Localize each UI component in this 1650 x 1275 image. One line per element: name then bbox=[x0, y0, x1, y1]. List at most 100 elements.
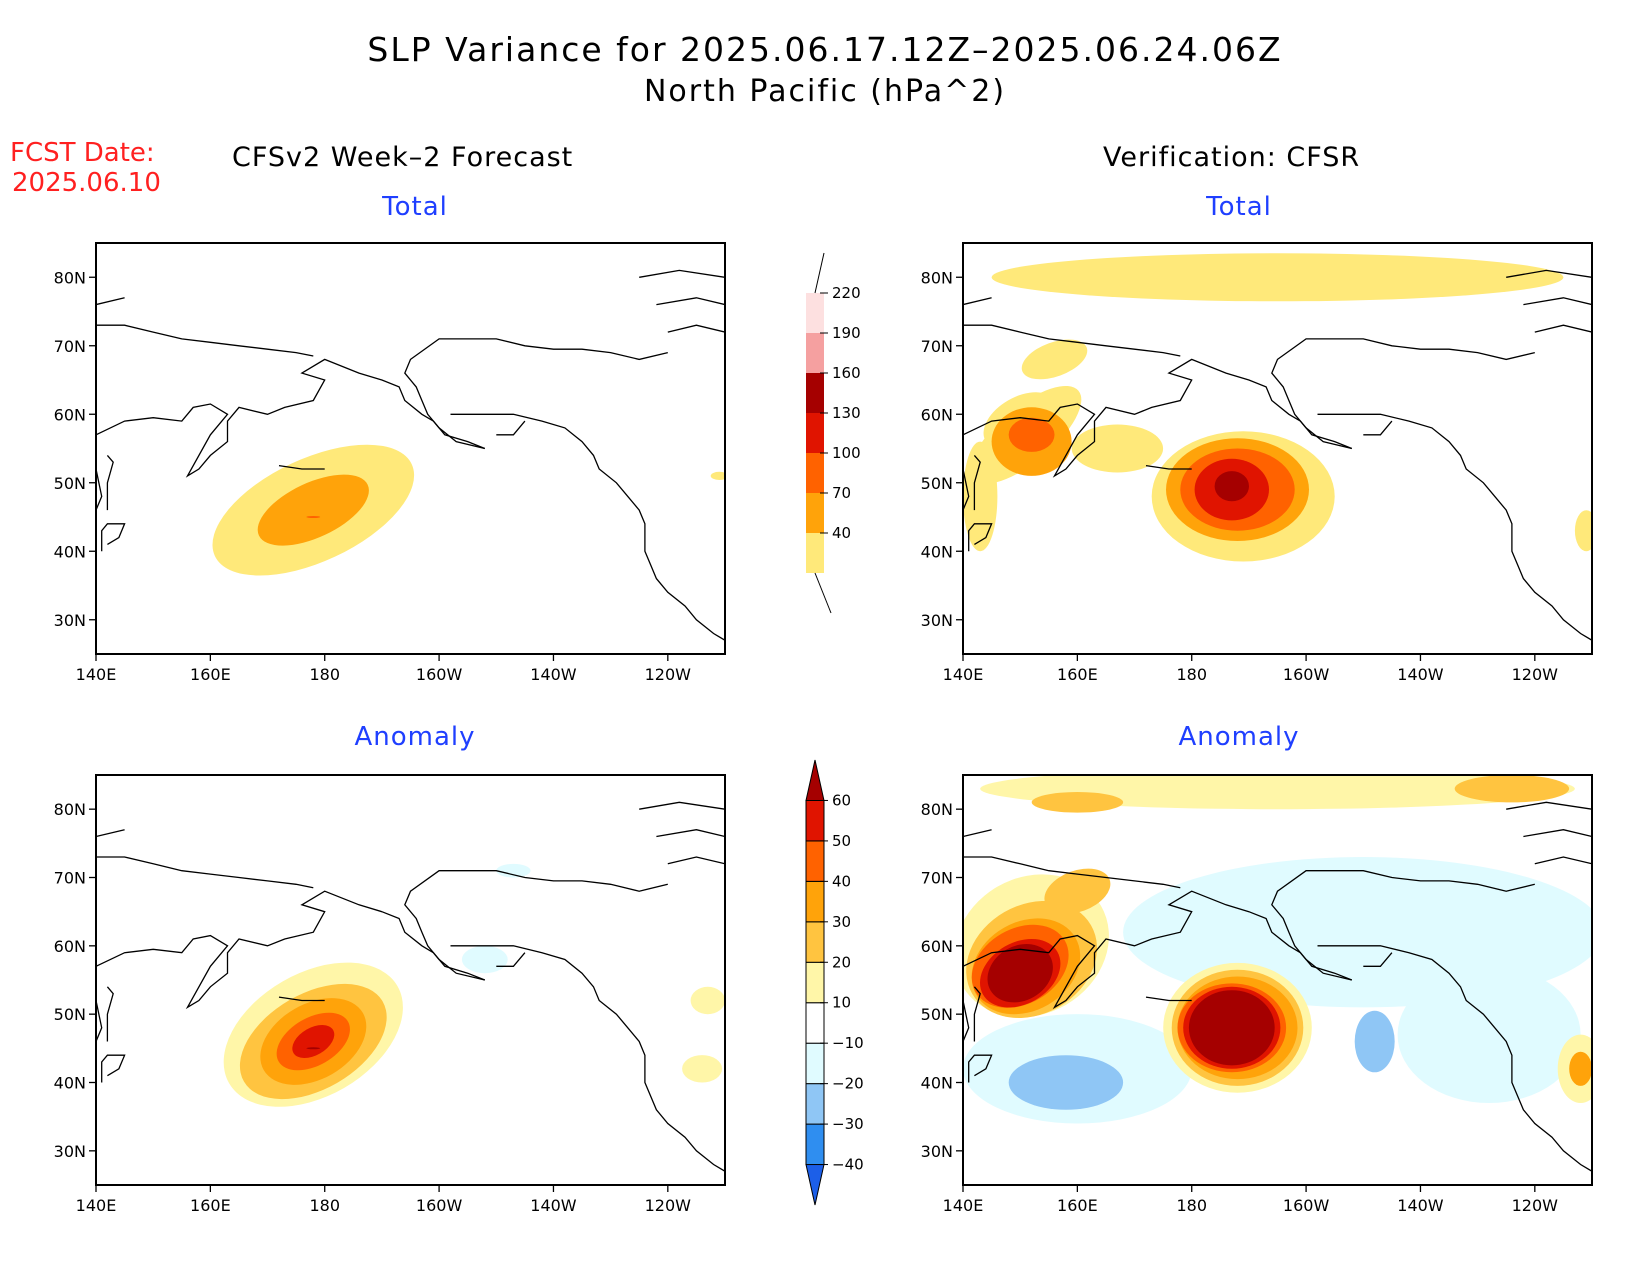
colorbar-segment bbox=[806, 293, 824, 333]
coastline-8 bbox=[963, 856, 1181, 889]
lat-label: 40N bbox=[921, 542, 953, 561]
coastline-12 bbox=[1506, 801, 1592, 810]
lon-label: 140W bbox=[1397, 665, 1444, 684]
lon-label: 180 bbox=[1176, 665, 1207, 684]
coastline-9 bbox=[96, 297, 125, 306]
coastline-7 bbox=[496, 952, 526, 967]
coastline-7 bbox=[1363, 420, 1393, 436]
colorbar-label: 30 bbox=[832, 913, 851, 931]
lat-label: 50N bbox=[54, 474, 86, 493]
coastline-11 bbox=[656, 297, 725, 306]
coastline-8 bbox=[963, 324, 1181, 357]
coastline-10 bbox=[1534, 856, 1592, 865]
colorbar-segment bbox=[806, 373, 824, 413]
coastline-6 bbox=[278, 996, 325, 1002]
contour-fill-11 bbox=[987, 943, 1053, 1003]
coastline-2 bbox=[450, 413, 725, 641]
contour-fill-22 bbox=[1569, 1051, 1592, 1086]
coastline-0 bbox=[963, 358, 1353, 478]
forecast-total-title: Total bbox=[382, 192, 448, 222]
coastline-4 bbox=[963, 441, 970, 538]
colorbar-end bbox=[814, 252, 825, 294]
coastline-11 bbox=[1523, 829, 1592, 838]
lat-label: 70N bbox=[54, 869, 86, 888]
colorbar-segment bbox=[805, 840, 825, 882]
contour-fill-0 bbox=[496, 863, 531, 878]
lon-label: 140W bbox=[1397, 1196, 1444, 1215]
lat-label: 60N bbox=[921, 405, 953, 424]
contour-fill-12 bbox=[1044, 868, 1111, 914]
colorbar-segment bbox=[805, 759, 825, 801]
verification-column-heading: Verification: CFSR bbox=[1103, 142, 1361, 173]
colorbar-segment bbox=[806, 533, 824, 573]
colorbar-label: 100 bbox=[832, 444, 861, 462]
colorbar-segment bbox=[806, 453, 824, 493]
colorbar-label: 20 bbox=[832, 953, 851, 971]
colorbar-label: 40 bbox=[832, 524, 851, 542]
coastline-4 bbox=[963, 973, 970, 1069]
lon-label: 160E bbox=[190, 665, 231, 684]
lon-label: 120W bbox=[645, 665, 692, 684]
coastline-10 bbox=[1534, 324, 1592, 333]
lat-label: 60N bbox=[921, 937, 953, 956]
contour-fill-7 bbox=[306, 1047, 321, 1050]
forecast-date-label: FCST Date: bbox=[10, 138, 155, 168]
coastline-3 bbox=[101, 523, 126, 552]
coastline-10 bbox=[667, 324, 725, 333]
chart-title: SLP Variance for 2025.06.17.12Z–2025.06.… bbox=[367, 30, 1283, 69]
contour-fill-7 bbox=[1008, 417, 1055, 452]
lat-label: 40N bbox=[921, 1074, 953, 1093]
coastline-5 bbox=[106, 986, 114, 1042]
colorbar-segment bbox=[805, 921, 825, 963]
lon-label: 120W bbox=[1512, 1196, 1559, 1215]
colorbar-label: −20 bbox=[832, 1075, 864, 1093]
coastline-1 bbox=[404, 338, 668, 450]
colorbar-label: 40 bbox=[832, 872, 851, 890]
coastline-9 bbox=[96, 829, 125, 838]
total-colorbar: 40 70 100 130 160 190 220 bbox=[806, 252, 861, 614]
lon-label: 160W bbox=[1283, 665, 1330, 684]
contour-fill-20 bbox=[1188, 990, 1275, 1066]
lat-label: 70N bbox=[921, 337, 953, 356]
colorbar-segment bbox=[805, 1164, 825, 1206]
lon-label: 160W bbox=[416, 1196, 463, 1215]
map-frame bbox=[95, 242, 726, 655]
contour-fill-2 bbox=[1397, 966, 1581, 1103]
coastline-2 bbox=[450, 945, 725, 1172]
forecast-date-value: 2025.06.10 bbox=[12, 168, 161, 198]
anomaly-colorbar: −40 −30 −20 −10 10 20 30 40 50 60 bbox=[805, 759, 864, 1206]
contour-fill-3 bbox=[710, 471, 725, 480]
contour-fill-1 bbox=[257, 474, 369, 546]
coastline-2 bbox=[1317, 945, 1592, 1172]
colorbar-label: −40 bbox=[832, 1156, 864, 1174]
coastline-0 bbox=[96, 358, 486, 478]
map-frame bbox=[962, 242, 1593, 655]
coastline-11 bbox=[656, 829, 725, 838]
coastline-1 bbox=[404, 870, 668, 981]
colorbar-segment bbox=[805, 961, 825, 1004]
coastline-3 bbox=[968, 523, 993, 552]
lat-label: 30N bbox=[921, 611, 953, 630]
lat-label: 40N bbox=[54, 1074, 86, 1093]
coastline-4 bbox=[96, 973, 103, 1069]
contour-fill-6 bbox=[292, 1025, 335, 1058]
coastline-7 bbox=[496, 420, 526, 436]
contour-fill-14 bbox=[1354, 1010, 1395, 1073]
lat-label: 30N bbox=[54, 1142, 86, 1161]
forecast-anomaly-map: 30N 40N 50N 60N 70N 80N 140E 160E 180 160W 140W 120… bbox=[54, 774, 726, 1215]
lon-label: 140W bbox=[530, 1196, 577, 1215]
lat-label: 80N bbox=[921, 268, 953, 287]
lon-label: 180 bbox=[309, 665, 340, 684]
contour-fill-12 bbox=[1214, 471, 1250, 502]
coastline-5 bbox=[973, 986, 981, 1042]
lat-label: 70N bbox=[921, 869, 953, 888]
forecast-column-heading: CFSv2 Week–2 Forecast bbox=[232, 142, 574, 173]
lon-label: 160W bbox=[1283, 1196, 1330, 1215]
lon-label: 140W bbox=[530, 665, 577, 684]
contour-fill-3 bbox=[980, 775, 1575, 810]
colorbar-label: 190 bbox=[832, 324, 861, 342]
colorbar-label: −10 bbox=[832, 1034, 864, 1052]
contour-fill-0 bbox=[991, 253, 1564, 302]
lat-label: 30N bbox=[921, 1142, 953, 1161]
